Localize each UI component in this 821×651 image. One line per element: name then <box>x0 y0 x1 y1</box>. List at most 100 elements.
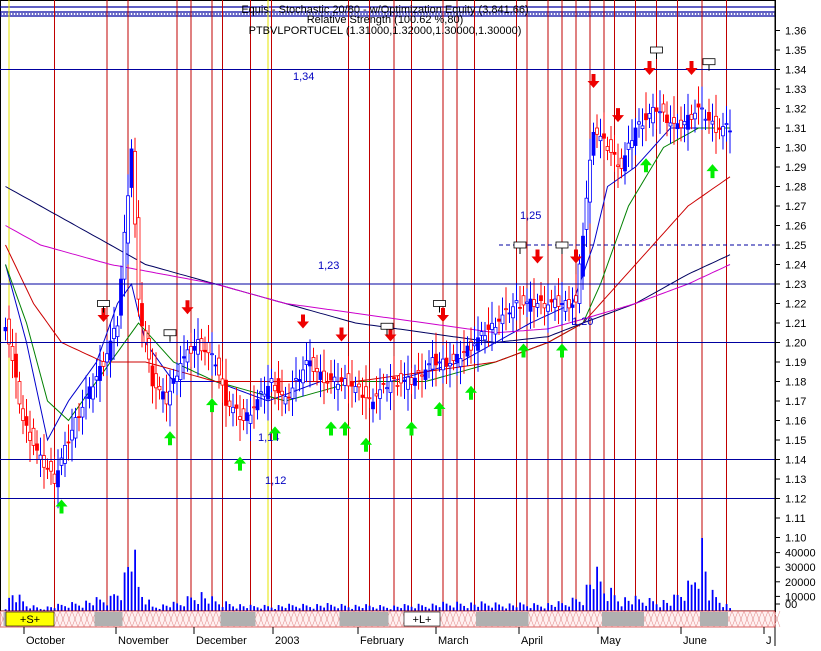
volume-bar <box>99 599 101 611</box>
volume-bar <box>519 602 521 611</box>
price-bar-body <box>28 431 32 441</box>
price-bar-body <box>567 299 571 309</box>
volume-bar <box>249 604 252 611</box>
volume-bar <box>134 549 136 611</box>
volume-tick-label: 20000 <box>785 577 816 589</box>
price-bar-body <box>122 231 127 280</box>
volume-bar <box>312 608 315 611</box>
long-band <box>403 611 441 627</box>
band-hatch <box>539 610 547 628</box>
band-hatch <box>659 610 667 628</box>
price-bar-body <box>549 299 554 303</box>
y-tick-label: 1.20 <box>785 338 806 350</box>
band-hatch <box>197 610 205 628</box>
buy-arrow <box>640 158 652 173</box>
price-bar-body <box>17 381 22 405</box>
volume-bar <box>648 597 651 611</box>
exit-marker <box>380 322 394 330</box>
volume-bar <box>522 604 525 611</box>
band-hatch <box>389 610 397 628</box>
price-bar-body <box>451 353 456 361</box>
volume-tick-label: 40000 <box>785 548 816 560</box>
volume-bar <box>18 594 21 611</box>
volume-bar <box>386 607 388 611</box>
chart-header-line2: Relative Strength (100.62 %,80) <box>307 14 464 26</box>
sell-arrow <box>612 108 624 123</box>
volume-bar <box>169 607 171 611</box>
x-tick-label: April <box>521 635 543 646</box>
price-bar-body <box>703 118 708 121</box>
price-bar-body <box>35 443 39 451</box>
price-bar-body <box>714 115 718 133</box>
band-hatch <box>167 610 175 628</box>
band-hatch <box>65 610 73 628</box>
exit-marker <box>702 58 716 66</box>
price-bar-body <box>301 369 305 384</box>
price-bar-body <box>591 131 596 156</box>
price-bar-body <box>199 338 204 352</box>
volume-bar <box>431 603 434 611</box>
price-bar-body <box>637 121 641 125</box>
band-hatch <box>323 610 331 628</box>
volume-bar <box>172 601 175 611</box>
price-bar-body <box>504 308 508 311</box>
volume-bar <box>183 606 185 611</box>
band-hatch <box>257 610 265 628</box>
volume-bar <box>64 606 66 611</box>
volume-bar <box>53 608 56 611</box>
price-bar-body <box>490 322 494 330</box>
volume-bar <box>470 602 472 611</box>
price-bar-body <box>206 342 211 354</box>
sell-arrow <box>570 249 582 264</box>
price-bar-body <box>115 325 120 338</box>
band-hatch <box>743 610 751 628</box>
volume-bar <box>123 572 126 611</box>
price-bar-body <box>171 378 176 384</box>
price-bar-body <box>399 373 403 384</box>
price-bar-body <box>626 142 631 150</box>
band-hatch <box>329 610 337 628</box>
price-bar-body <box>49 461 53 472</box>
band-hatch <box>149 610 157 628</box>
price-bar-body <box>108 340 113 361</box>
band-hatch <box>443 610 451 628</box>
price-bar-body <box>500 314 505 325</box>
price-bar-body <box>532 299 536 307</box>
volume-bar <box>148 599 150 611</box>
volume-bar <box>690 584 693 611</box>
volume-bar <box>424 606 427 611</box>
volume-bar <box>547 603 549 611</box>
price-bar-body <box>308 360 312 367</box>
price-bar-body <box>364 386 368 399</box>
buy-arrow <box>164 431 176 446</box>
volume-bar <box>592 589 595 611</box>
price-bar-body <box>668 122 673 127</box>
price-bar-body <box>154 373 158 389</box>
price-bar-body <box>252 406 256 409</box>
price-bar-body <box>168 390 172 406</box>
volume-bar <box>606 601 609 611</box>
price-bar-body <box>430 357 435 370</box>
y-tick-label: 1.21 <box>785 318 806 330</box>
volume-bar <box>715 597 717 611</box>
volume-bar <box>57 603 59 611</box>
volume-bar <box>400 608 402 611</box>
price-bar-body <box>371 401 375 410</box>
volume-bar <box>179 605 182 611</box>
volume-bar <box>141 596 143 611</box>
level-label: 1,25 <box>520 210 541 222</box>
band-hatch <box>461 610 469 628</box>
volume-bar <box>543 608 546 611</box>
y-tick-label: 1.14 <box>785 455 806 467</box>
band-hatch <box>455 610 463 628</box>
buy-arrow <box>706 164 719 179</box>
price-bar-body <box>10 345 15 361</box>
y-tick-label: 1.29 <box>785 162 806 174</box>
volume-bar <box>193 600 196 611</box>
volume-bar <box>71 602 73 611</box>
price-bar-body <box>262 393 267 397</box>
volume-bar <box>571 597 574 611</box>
volume-bar <box>263 604 266 611</box>
volume-bar <box>501 606 504 611</box>
chart-header-line1: Equis - Stochastic 20/80 - w/Optimizatio… <box>241 4 528 16</box>
